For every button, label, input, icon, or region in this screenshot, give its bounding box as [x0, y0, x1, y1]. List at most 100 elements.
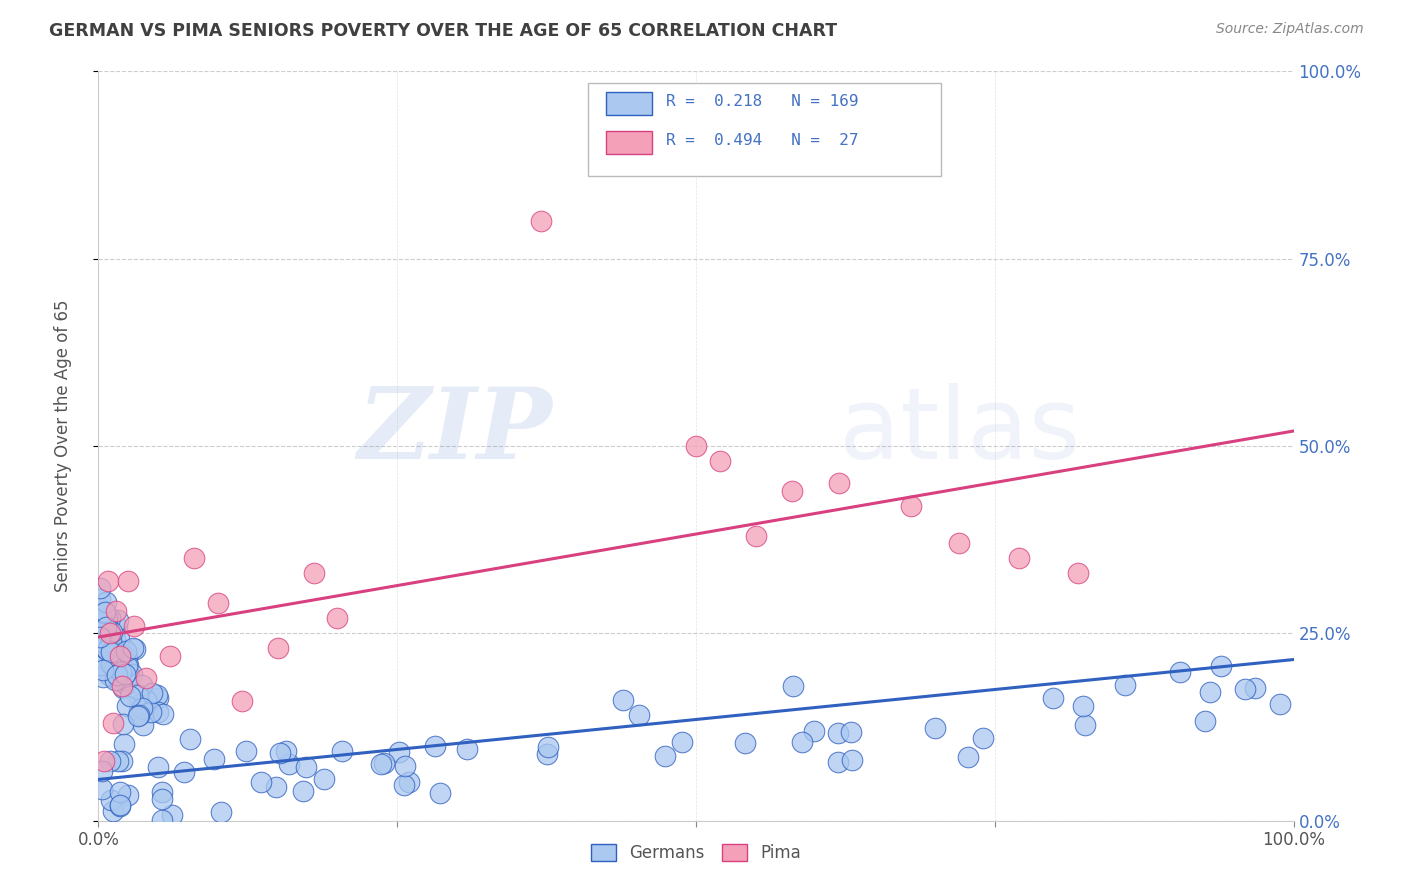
Point — [96, 611, 118, 625]
Point — [1194, 714, 1216, 729]
Point — [1114, 678, 1136, 692]
Point — [111, 717, 134, 731]
Point — [1234, 681, 1257, 696]
Point — [91, 781, 114, 796]
Point — [146, 759, 169, 773]
Point — [101, 642, 124, 657]
Point — [179, 732, 201, 747]
Point — [394, 778, 416, 792]
Point — [388, 746, 411, 760]
Point — [93, 651, 115, 665]
Point — [89, 606, 111, 620]
Point — [104, 673, 127, 688]
Point — [274, 744, 297, 758]
Point — [173, 764, 195, 779]
Point — [94, 630, 117, 644]
Point — [114, 667, 136, 681]
Point — [94, 649, 117, 664]
Point — [100, 634, 122, 648]
Point — [370, 757, 392, 772]
Point — [131, 718, 153, 732]
Point — [150, 784, 173, 798]
Point — [118, 667, 141, 681]
Point — [131, 678, 153, 692]
Point — [90, 639, 112, 653]
Point — [827, 755, 849, 769]
Point — [709, 454, 731, 468]
Point — [89, 582, 111, 596]
Point — [98, 630, 121, 644]
Point — [948, 536, 970, 550]
Text: atlas: atlas — [839, 383, 1081, 480]
Point — [734, 736, 756, 750]
Point — [828, 476, 851, 491]
Point — [1270, 697, 1292, 711]
Point — [839, 725, 862, 739]
Y-axis label: Seniors Poverty Over the Age of 65: Seniors Poverty Over the Age of 65 — [53, 300, 72, 592]
Point — [117, 574, 139, 588]
Point — [91, 640, 114, 654]
Point — [103, 653, 125, 667]
Point — [112, 681, 135, 696]
Point — [117, 789, 139, 803]
Point — [924, 721, 946, 735]
Point — [294, 760, 316, 774]
Point — [1244, 681, 1267, 696]
Point — [135, 705, 157, 719]
Point — [115, 659, 138, 673]
Point — [94, 605, 117, 619]
Point — [124, 619, 146, 633]
Point — [530, 214, 553, 228]
Text: GERMAN VS PIMA SENIORS POVERTY OVER THE AGE OF 65 CORRELATION CHART: GERMAN VS PIMA SENIORS POVERTY OVER THE … — [49, 22, 838, 40]
Point — [128, 707, 150, 722]
Point — [141, 686, 163, 700]
Point — [117, 657, 139, 672]
Point — [108, 648, 131, 663]
Point — [1209, 658, 1232, 673]
Point — [685, 439, 707, 453]
Point — [278, 757, 301, 772]
Point — [101, 625, 124, 640]
Point — [135, 693, 157, 707]
Point — [89, 600, 111, 615]
Point — [160, 807, 183, 822]
Point — [148, 690, 170, 705]
Point — [103, 646, 125, 660]
Point — [89, 591, 111, 606]
Point — [100, 611, 122, 625]
Point — [124, 642, 146, 657]
Point — [127, 708, 149, 723]
Point — [110, 673, 132, 688]
Point — [117, 673, 139, 687]
Point — [139, 705, 162, 719]
Point — [107, 673, 129, 688]
Text: ZIP: ZIP — [357, 383, 553, 479]
Point — [183, 551, 205, 566]
Point — [104, 632, 127, 646]
Point — [115, 677, 138, 691]
Point — [330, 744, 353, 758]
Point — [89, 624, 111, 638]
Point — [100, 646, 122, 660]
Point — [94, 620, 117, 634]
Point — [267, 641, 290, 656]
Point — [790, 735, 813, 749]
Point — [107, 619, 129, 633]
Point — [100, 657, 122, 671]
Point — [91, 617, 114, 632]
Point — [112, 644, 135, 658]
Point — [1042, 690, 1064, 705]
Point — [98, 626, 122, 640]
Point — [231, 694, 253, 708]
Point — [94, 640, 117, 655]
Point — [98, 627, 121, 641]
Point — [536, 739, 558, 754]
Point — [100, 645, 122, 659]
Point — [90, 626, 112, 640]
Point — [89, 630, 111, 644]
Point — [782, 679, 804, 693]
Point — [841, 753, 863, 767]
Text: R =  0.218   N = 169: R = 0.218 N = 169 — [666, 94, 859, 109]
Point — [112, 737, 135, 751]
Point — [110, 798, 132, 813]
